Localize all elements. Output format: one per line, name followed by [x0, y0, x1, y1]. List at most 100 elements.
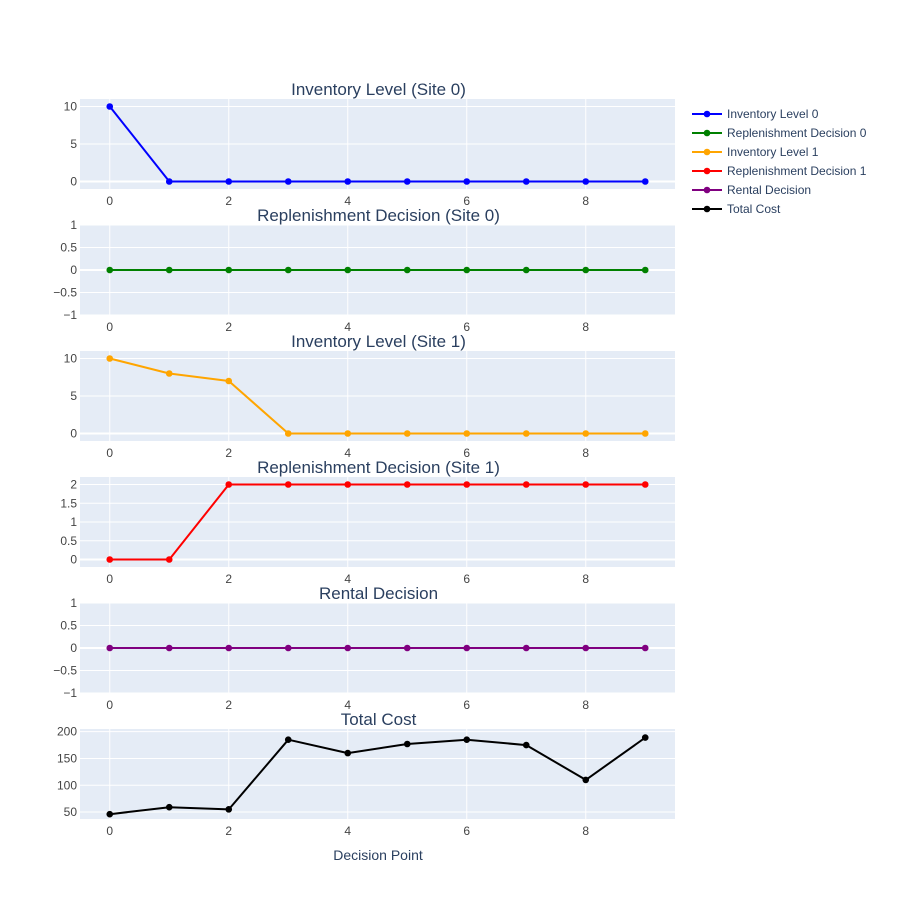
data-point — [106, 810, 114, 818]
y-tick-label: 1.5 — [60, 496, 77, 510]
data-point — [225, 178, 233, 185]
data-point — [463, 481, 471, 488]
y-tick-label: 200 — [57, 725, 77, 739]
x-tick-label: 0 — [106, 320, 113, 334]
data-point — [344, 644, 352, 652]
data-point — [403, 430, 411, 437]
panel-title: Inventory Level (Site 0) — [291, 80, 466, 99]
x-tick-label: 4 — [344, 320, 351, 334]
legend-item[interactable]: Replenishment Decision 1 — [692, 164, 867, 178]
data-point — [284, 644, 292, 652]
x-tick-label: 8 — [582, 824, 589, 838]
subplot-panel: 0 2 4 6 8 1 0.5 0 −0.5 −1 Replenishment Decision (… — [53, 206, 675, 334]
data-point — [522, 644, 530, 652]
x-tick-label: 4 — [344, 824, 351, 838]
x-tick-label: 8 — [582, 446, 589, 460]
data-point — [165, 178, 173, 185]
data-point — [225, 266, 233, 274]
subplot-panel: 0 2 4 6 8 0 5 10 Inventory Level (Site 1) — [64, 332, 675, 460]
data-point — [106, 355, 114, 362]
data-point — [403, 178, 411, 185]
data-point — [165, 266, 173, 274]
x-tick-label: 6 — [463, 194, 470, 208]
y-tick-label: 0 — [70, 175, 77, 189]
y-tick-label: 5 — [70, 389, 77, 403]
legend-label: Rental Decision — [727, 183, 811, 197]
y-tick-label: 150 — [57, 751, 77, 765]
y-tick-label: 100 — [57, 778, 77, 792]
series-line — [109, 357, 646, 435]
y-tick-label: 1 — [70, 596, 77, 610]
legend-label: Replenishment Decision 1 — [727, 164, 867, 178]
data-point — [106, 103, 114, 110]
x-tick-label: 2 — [225, 320, 232, 334]
x-tick-label: 8 — [582, 194, 589, 208]
data-point — [522, 266, 530, 274]
y-tick-label: 0.5 — [60, 241, 77, 255]
data-point — [582, 644, 590, 652]
legend-item[interactable]: Rental Decision — [692, 183, 811, 197]
panel-title: Replenishment Decision (Site 1) — [257, 458, 500, 477]
data-point — [582, 776, 590, 784]
subplot-panel: 0 2 4 6 8 0 5 10 Inventory Level (Site 0) — [64, 80, 675, 208]
x-tick-label: 6 — [463, 446, 470, 460]
y-tick-label: 1 — [70, 515, 77, 529]
legend-item[interactable]: Replenishment Decision 0 — [692, 126, 867, 140]
x-tick-label: 4 — [344, 194, 351, 208]
data-point — [641, 430, 649, 437]
data-point — [522, 741, 530, 749]
x-tick-label: 6 — [463, 824, 470, 838]
data-point — [344, 749, 352, 757]
x-tick-label: 4 — [344, 446, 351, 460]
data-point — [403, 740, 411, 748]
legend-label: Total Cost — [727, 202, 781, 216]
legend-item[interactable]: Inventory Level 0 — [692, 107, 819, 121]
data-point — [165, 370, 173, 377]
data-point — [463, 266, 471, 274]
x-tick-label: 8 — [582, 320, 589, 334]
legend-item[interactable]: Total Cost — [692, 202, 781, 216]
x-tick-label: 0 — [106, 824, 113, 838]
data-point — [463, 178, 471, 185]
y-tick-label: −0.5 — [53, 664, 77, 678]
y-tick-label: 0.5 — [60, 534, 77, 548]
data-point — [403, 644, 411, 652]
data-point — [641, 481, 649, 488]
y-tick-label: 10 — [64, 100, 78, 114]
panel-title: Replenishment Decision (Site 0) — [257, 206, 500, 225]
data-point — [403, 266, 411, 274]
y-tick-label: 0 — [70, 427, 77, 441]
x-tick-label: 2 — [225, 194, 232, 208]
data-point — [582, 481, 590, 488]
y-tick-label: −0.5 — [53, 286, 77, 300]
data-point — [582, 266, 590, 274]
x-tick-label: 0 — [106, 194, 113, 208]
data-point — [344, 178, 352, 185]
legend[interactable]: Inventory Level 0 Replenishment Decision … — [692, 107, 867, 216]
data-point — [106, 556, 114, 563]
x-tick-label: 2 — [225, 446, 232, 460]
legend-swatch-marker — [703, 167, 711, 175]
subplot-panel: 0 2 4 6 8 50 100 150 200 Total Cost — [57, 710, 675, 838]
y-tick-label: 0 — [70, 263, 77, 277]
x-tick-label: 6 — [463, 572, 470, 586]
data-point — [344, 430, 352, 437]
x-tick-label: 2 — [225, 572, 232, 586]
data-point — [165, 644, 173, 652]
legend-label: Inventory Level 0 — [727, 107, 819, 121]
x-tick-label: 4 — [344, 572, 351, 586]
series-line — [109, 105, 646, 183]
data-point — [284, 430, 292, 437]
data-point — [403, 481, 411, 488]
x-tick-label: 0 — [106, 572, 113, 586]
legend-item[interactable]: Inventory Level 1 — [692, 145, 819, 159]
x-tick-label: 0 — [106, 446, 113, 460]
data-point — [641, 266, 649, 274]
data-point — [284, 178, 292, 185]
data-point — [106, 266, 114, 274]
data-point — [165, 803, 173, 811]
x-tick-label: 8 — [582, 698, 589, 712]
data-point — [225, 644, 233, 652]
